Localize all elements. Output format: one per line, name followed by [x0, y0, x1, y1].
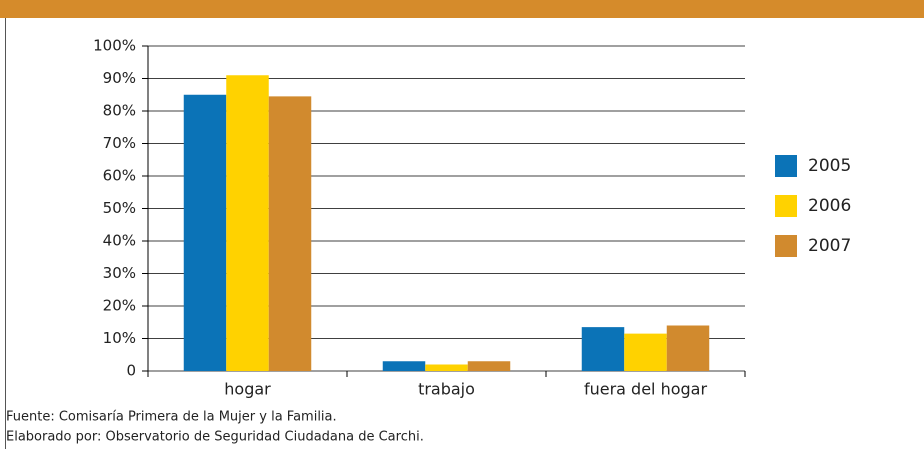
y-tick-label: 40% — [103, 232, 136, 250]
y-tick-label: 90% — [103, 69, 136, 87]
y-tick-label: 100% — [93, 37, 136, 55]
x-tick-label: hogar — [224, 380, 271, 399]
y-tick-label: 50% — [103, 199, 136, 217]
y-tick-label: 0 — [126, 362, 136, 380]
bar — [382, 361, 426, 371]
y-tick-label: 30% — [103, 264, 136, 282]
header-band — [0, 0, 924, 18]
legend-swatch — [775, 195, 797, 217]
legend-swatch — [775, 235, 797, 257]
y-tick-label: 70% — [103, 134, 136, 152]
bar — [467, 361, 511, 371]
bar — [581, 327, 625, 371]
y-tick-label: 20% — [103, 297, 136, 315]
credit-note: Elaborado por: Observatorio de Seguridad… — [6, 430, 424, 445]
bar — [268, 96, 312, 371]
bar — [624, 333, 667, 371]
legend-label: 2006 — [808, 196, 851, 216]
y-tick-label: 60% — [103, 167, 136, 185]
x-tick-label: trabajo — [418, 380, 475, 399]
bar — [666, 325, 710, 371]
bar — [425, 364, 468, 371]
legend-swatch — [775, 155, 797, 177]
y-tick-label: 80% — [103, 102, 136, 120]
legend-label: 2005 — [808, 156, 851, 176]
bar — [226, 75, 269, 371]
bar — [183, 94, 227, 371]
x-tick-label: fuera del hogar — [584, 380, 708, 399]
source-note: Fuente: Comisaría Primera de la Mujer y … — [6, 410, 337, 425]
legend-label: 2007 — [808, 236, 851, 256]
y-tick-label: 10% — [103, 329, 136, 347]
